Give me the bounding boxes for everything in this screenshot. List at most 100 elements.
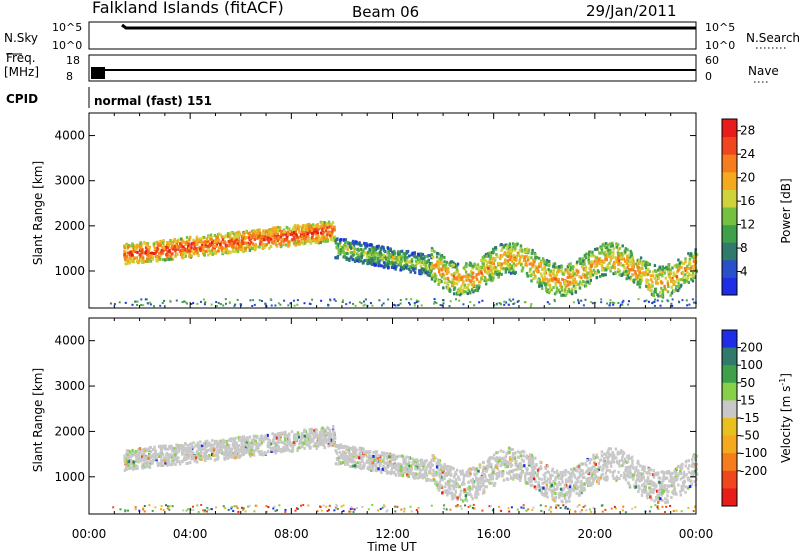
power-echo-cell <box>437 266 440 270</box>
power-echo-cell <box>591 273 595 277</box>
power-echo-cell <box>647 285 651 289</box>
power-echo-cell <box>123 257 127 261</box>
power-echo-cell <box>590 254 593 258</box>
power-echo-cell <box>664 276 667 280</box>
power-echo-cell <box>606 246 609 249</box>
power-echo-cell <box>221 238 225 241</box>
power-echo-cell <box>529 267 532 271</box>
velocity-echo-cell <box>154 454 157 458</box>
power-echo-cell <box>465 264 468 268</box>
power-echo-cell <box>542 267 545 271</box>
power-echo-cell <box>136 243 139 247</box>
velocity-echo-cell <box>308 431 312 435</box>
velocity-echo-cell <box>230 447 234 451</box>
velocity-echo-cell <box>144 447 147 451</box>
velocity-echo-cell <box>329 438 333 442</box>
velocity-echo-cell <box>414 458 418 462</box>
velocity-echo-cell <box>151 454 155 458</box>
power-echo-cell <box>151 254 154 258</box>
power-echo-cell <box>603 250 606 254</box>
power-echo-cell <box>221 246 224 249</box>
power-echo-cell <box>310 239 313 243</box>
power-echo-cell <box>147 253 151 257</box>
power-echo-cell <box>541 281 544 285</box>
power-echo-cell <box>656 299 659 302</box>
velocity-echo-cell <box>141 458 144 461</box>
velocity-echo-cell <box>395 473 398 477</box>
power-echo-cell <box>195 238 199 242</box>
velocity-echo-cell <box>187 449 190 453</box>
velocity-echo-cell <box>353 460 356 464</box>
velocity-echo-cell <box>197 447 200 451</box>
power-echo-cell <box>660 273 664 277</box>
power-x-axis <box>88 113 697 308</box>
power-echo-cell <box>478 301 481 304</box>
power-echo-cell <box>441 304 444 307</box>
power-echo-cell <box>611 255 614 259</box>
power-echo-cell <box>604 253 607 257</box>
power-echo-cell <box>688 257 692 261</box>
power-echo-cell <box>254 244 257 248</box>
velocity-echo-cell <box>154 449 157 453</box>
power-echo-cell <box>535 255 539 259</box>
power-echo-cell <box>467 288 470 292</box>
power-echo-cell <box>630 254 634 257</box>
power-echo-cell <box>302 224 305 228</box>
velocity-echo-cell <box>350 452 353 456</box>
power-echo-cell <box>595 261 598 264</box>
power-echo-cell <box>438 252 441 256</box>
power-echo-cell <box>503 261 506 265</box>
power-echo-cell <box>452 274 456 278</box>
velocity-echo-cell <box>207 443 210 446</box>
velocity-echo-cell <box>295 433 298 437</box>
power-echo-cell <box>672 283 675 287</box>
power-echo-cell <box>415 299 418 302</box>
velocity-echo-cell <box>183 456 186 460</box>
velocity-echo-cell <box>133 452 136 456</box>
power-colorbar-swatch <box>722 207 737 226</box>
velocity-echo-cell <box>213 458 217 462</box>
power-echo-cell <box>462 303 465 306</box>
velocity-echo-cell <box>288 449 292 453</box>
velocity-echo-cell <box>196 441 200 445</box>
power-echo-cell <box>140 245 143 249</box>
power-echo-cell <box>566 276 569 279</box>
power-echo-cell <box>346 245 349 249</box>
power-echo-cell <box>438 279 441 283</box>
power-echo-cell <box>538 284 541 288</box>
velocity-echo-cell <box>137 449 140 453</box>
nsearch-label: N.Search <box>746 31 800 45</box>
power-echo-cell <box>534 257 537 261</box>
power-echo-cell <box>394 258 397 262</box>
power-echo-cell <box>641 263 644 267</box>
velocity-echo-cell <box>322 430 325 434</box>
power-echo-cell <box>321 239 325 243</box>
power-echo-cell <box>423 259 427 263</box>
power-echo-cell <box>400 249 404 253</box>
velocity-echo-cell <box>248 449 251 452</box>
velocity-echo-cell <box>266 433 269 437</box>
power-echo-cell <box>426 260 429 263</box>
velocity-echo-cell <box>355 456 358 460</box>
power-echo-cell <box>343 246 347 250</box>
power-echo-cell <box>519 244 523 248</box>
power-echo-cell <box>159 304 162 307</box>
power-echo-cell <box>588 281 591 285</box>
power-echo-cell <box>344 238 348 242</box>
power-echo-cell <box>272 226 275 230</box>
velocity-echo-cell <box>386 471 389 475</box>
power-echo-cell <box>169 299 172 302</box>
power-echo-cell <box>355 240 358 244</box>
power-echo-cell <box>649 284 653 288</box>
velocity-echo-cell <box>190 457 193 461</box>
power-echo-cell <box>182 245 185 249</box>
power-echo-cell <box>638 259 641 262</box>
power-echo-cell <box>433 275 437 279</box>
power-echo-cell <box>147 259 150 263</box>
power-echo-cell <box>560 269 563 272</box>
velocity-echo-cell <box>359 463 362 467</box>
velocity-echo-cell <box>297 446 301 450</box>
velocity-echo-cell <box>371 465 375 469</box>
velocity-echo-cell <box>397 468 401 472</box>
power-echo-cell <box>225 250 228 254</box>
